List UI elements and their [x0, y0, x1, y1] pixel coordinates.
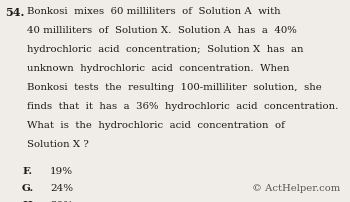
Text: H.: H.	[22, 201, 36, 202]
Text: Bonkosi  tests  the  resulting  100-milliliter  solution,  she: Bonkosi tests the resulting 100-millilit…	[27, 83, 322, 92]
Text: finds  that  it  has  a  36%  hydrochloric  acid  concentration.: finds that it has a 36% hydrochloric aci…	[27, 102, 338, 111]
Text: 30%: 30%	[50, 201, 73, 202]
Text: F.: F.	[22, 167, 32, 176]
Text: 24%: 24%	[50, 184, 73, 193]
Text: 40 milliliters  of  Solution X.  Solution A  has  a  40%: 40 milliliters of Solution X. Solution A…	[27, 26, 297, 35]
Text: Bonkosi  mixes  60 milliliters  of  Solution A  with: Bonkosi mixes 60 milliliters of Solution…	[27, 7, 281, 16]
Text: 54.: 54.	[5, 7, 24, 18]
Text: 19%: 19%	[50, 167, 73, 176]
Text: © ActHelper.com: © ActHelper.com	[252, 184, 340, 193]
Text: G.: G.	[22, 184, 34, 193]
Text: unknown  hydrochloric  acid  concentration.  When: unknown hydrochloric acid concentration.…	[27, 64, 289, 73]
Text: Solution X ?: Solution X ?	[27, 140, 89, 149]
Text: hydrochloric  acid  concentration;  Solution X  has  an: hydrochloric acid concentration; Solutio…	[27, 45, 303, 54]
Text: What  is  the  hydrochloric  acid  concentration  of: What is the hydrochloric acid concentrat…	[27, 121, 285, 130]
